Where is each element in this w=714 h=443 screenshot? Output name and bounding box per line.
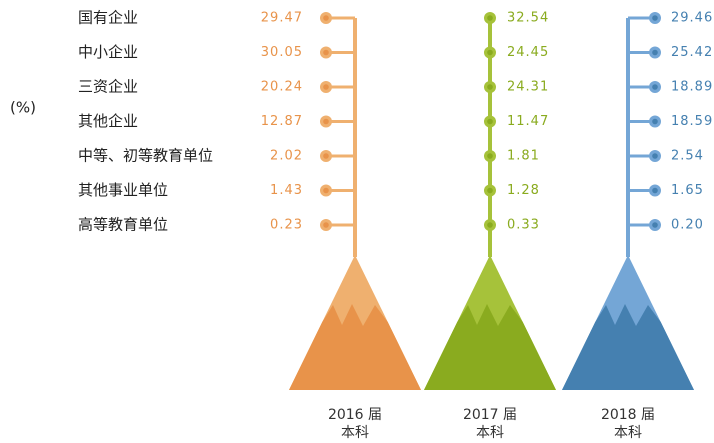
value-label: 29.47 [261, 11, 303, 26]
category-label: 国有企业 [78, 9, 138, 27]
dot-core [323, 50, 329, 56]
value-label: 1.65 [671, 183, 704, 198]
category-label: 其他企业 [78, 112, 138, 130]
mountain-shade [424, 304, 556, 390]
value-label: 25.42 [671, 45, 713, 60]
value-label: 1.28 [507, 183, 540, 198]
series-name: 2017 届 [463, 407, 517, 423]
dot-core [487, 188, 493, 194]
chart: (%) 国有企业中小企业三资企业其他企业中等、初等教育单位其他事业单位高等教育单… [0, 0, 714, 443]
dot-core [652, 15, 658, 21]
value-label: 1.81 [507, 149, 540, 164]
dot-core [323, 222, 329, 228]
category-label: 三资企业 [78, 78, 138, 96]
value-label: 0.20 [671, 218, 704, 233]
value-label: 0.33 [507, 218, 540, 233]
value-label: 2.02 [270, 149, 303, 164]
dot-core [323, 119, 329, 125]
category-label: 中等、初等教育单位 [78, 147, 213, 165]
dot-core [652, 119, 658, 125]
dot-core [652, 50, 658, 56]
dot-core [487, 119, 493, 125]
dot-core [323, 15, 329, 21]
series-sub: 本科 [476, 425, 504, 441]
value-label: 24.45 [507, 45, 549, 60]
dot-core [487, 153, 493, 159]
dot-core [652, 188, 658, 194]
value-label: 11.47 [507, 114, 549, 129]
category-label: 高等教育单位 [78, 216, 168, 234]
dot-core [652, 222, 658, 228]
value-label: 18.89 [671, 80, 713, 95]
series-sub: 本科 [614, 425, 642, 441]
value-label: 2.54 [671, 149, 704, 164]
series-sub: 本科 [341, 425, 369, 441]
series-name: 2016 届 [328, 407, 382, 423]
category-label: 其他事业单位 [78, 181, 168, 199]
value-label: 24.31 [507, 80, 549, 95]
value-label: 18.59 [671, 114, 713, 129]
page: {"chart_data": {"type": "dot-column", "u… [0, 0, 714, 443]
value-label: 32.54 [507, 11, 549, 26]
value-label: 12.87 [261, 114, 303, 129]
dot-core [487, 84, 493, 90]
value-label: 1.43 [270, 183, 303, 198]
dot-core [487, 222, 493, 228]
value-label: 20.24 [261, 80, 303, 95]
dot-core [487, 50, 493, 56]
dot-core [487, 15, 493, 21]
dot-core [323, 188, 329, 194]
dot-core [323, 84, 329, 90]
dot-core [323, 153, 329, 159]
value-label: 30.05 [261, 45, 303, 60]
dot-core [652, 153, 658, 159]
category-label: 中小企业 [78, 43, 138, 61]
value-label: 29.46 [671, 11, 713, 26]
mountain-shade [562, 304, 694, 390]
value-label: 0.23 [270, 218, 303, 233]
unit-label: (%) [10, 99, 36, 117]
series-name: 2018 届 [601, 407, 655, 423]
dot-core [652, 84, 658, 90]
mountain-shade [289, 304, 421, 390]
